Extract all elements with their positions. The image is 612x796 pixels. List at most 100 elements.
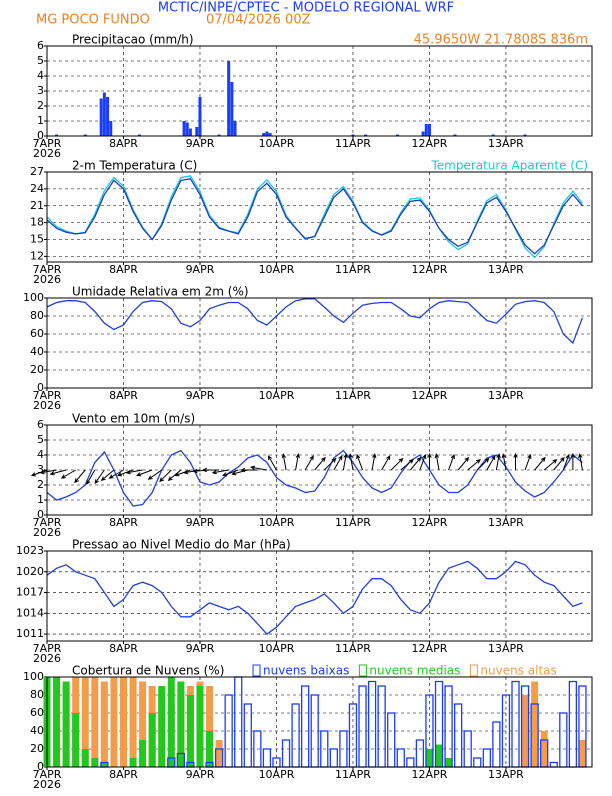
bar: [491, 134, 495, 136]
y-tick-label: 4: [37, 448, 44, 461]
wind-arrow: [371, 453, 377, 471]
line: [46, 298, 584, 345]
x-tick-label: 9APR: [186, 389, 215, 402]
x-tick-label: 7APR: [33, 516, 62, 529]
bar: [83, 134, 87, 136]
panel-title: Cobertura de Nuvens (%): [72, 664, 224, 678]
x-tick-label: 8APR: [109, 389, 138, 402]
wind-arrow: [159, 469, 172, 483]
bar: [268, 133, 272, 136]
wind-arrow: [116, 469, 134, 477]
x-tick-label: 10APR: [259, 768, 295, 781]
y-tick-label: 1017: [16, 586, 44, 599]
x-tick-label: 8APR: [109, 516, 138, 529]
bar: [473, 757, 482, 768]
panel-title: Precipitacao (mm/h): [72, 33, 194, 47]
wind-arrow: [250, 465, 267, 471]
line: [46, 449, 583, 507]
bar: [453, 703, 463, 768]
y-tick-label: 0: [37, 508, 44, 521]
bar: [91, 758, 99, 767]
bar: [396, 134, 400, 136]
x-tick-label: 8APR: [109, 642, 138, 655]
wind-arrow: [495, 453, 501, 471]
y-tick-label: 5: [37, 54, 44, 67]
wind-arrow: [167, 469, 182, 482]
wind-arrow: [400, 458, 414, 471]
bar: [523, 134, 527, 136]
wind-arrow: [457, 456, 470, 471]
wind-arrow: [501, 453, 507, 471]
wind-arrow: [390, 457, 404, 471]
x-tick-label: 7APR: [33, 389, 62, 402]
x-tick-label: 11APR: [335, 642, 371, 655]
bar: [406, 757, 415, 768]
x-tick-label: 7APR: [33, 768, 62, 781]
y-tick-label: 24: [30, 182, 44, 195]
y-tick-label: 0: [37, 381, 44, 394]
y-tick-label: 4: [37, 69, 44, 82]
bar: [364, 134, 368, 136]
bar: [265, 131, 269, 136]
x-year-label: 2026: [33, 526, 61, 539]
wind-arrow: [231, 469, 248, 476]
wind-arrow: [427, 452, 432, 470]
x-tick-label: 12APR: [412, 389, 448, 402]
panel-title: Pressao ao Nivel Medio do Mar (hPa): [72, 538, 291, 552]
x-tick-label: 8APR: [109, 137, 138, 150]
x-year-label: 2026: [33, 273, 61, 286]
panel-frame: [46, 550, 593, 642]
bar: [129, 677, 137, 767]
bar: [185, 122, 189, 136]
bar: [568, 680, 578, 768]
panel-frame: [46, 424, 593, 516]
bar: [62, 681, 70, 767]
bar: [182, 121, 186, 136]
wind-arrow: [513, 452, 518, 470]
wind-arrow: [240, 467, 258, 473]
legend-label: Temperatura Aparente (C): [430, 159, 588, 173]
wind-arrow: [578, 453, 583, 471]
wind-arrow: [39, 469, 57, 475]
bar: [521, 695, 529, 767]
bar: [421, 131, 425, 136]
bar: [425, 749, 433, 767]
wind-arrow: [333, 455, 343, 471]
bar: [119, 677, 127, 767]
x-year-label: 2026: [33, 147, 61, 160]
bar: [109, 121, 113, 136]
bar: [291, 703, 300, 768]
bar: [196, 686, 204, 767]
bar: [531, 681, 539, 767]
x-tick-label: 11APR: [335, 137, 371, 150]
bar: [358, 685, 367, 768]
x-tick-label: 9APR: [186, 642, 215, 655]
bar: [148, 713, 156, 767]
bar: [492, 721, 501, 768]
bar: [427, 124, 431, 136]
y-tick-label: 60: [30, 706, 44, 719]
bar: [206, 731, 214, 767]
x-year-label: 2026: [33, 399, 61, 412]
wind-arrow: [476, 457, 490, 471]
legend-swatch: [469, 664, 478, 677]
bar: [188, 128, 192, 136]
bar: [217, 134, 221, 136]
bar: [351, 134, 355, 136]
bar: [444, 685, 453, 768]
y-tick-label: 40: [30, 345, 44, 358]
x-tick-label: 13APR: [488, 137, 524, 150]
wind-arrow: [281, 453, 287, 471]
bar: [137, 134, 141, 136]
x-year-label: 2026: [33, 652, 61, 665]
x-tick-label: 12APR: [412, 516, 448, 529]
x-tick-label: 13APR: [488, 516, 524, 529]
bar: [227, 61, 231, 136]
x-tick-label: 10APR: [259, 389, 295, 402]
wind-arrow: [183, 469, 201, 475]
y-tick-label: 1020: [16, 565, 44, 578]
bar: [102, 92, 106, 136]
wind-arrow: [136, 469, 153, 477]
line: [46, 560, 583, 635]
y-tick-label: 80: [30, 309, 44, 322]
